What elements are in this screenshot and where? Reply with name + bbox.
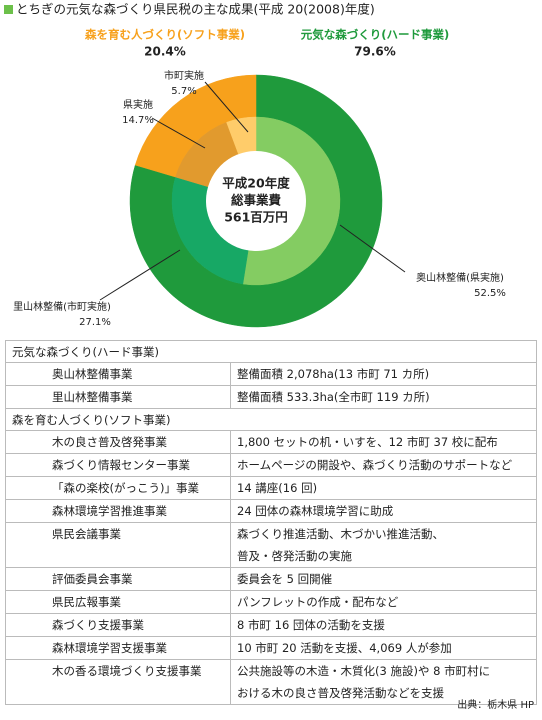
center-label: 総事業費: [231, 193, 282, 208]
item-row: 森林環境学習支援事業 10 市町 20 活動を支援、4,069 人が参加: [5, 636, 537, 660]
item-name: 奥山林整備事業: [5, 362, 231, 386]
desc-line: 公共施設等の木造・木質化(3 施設)や 8 市町村に: [237, 664, 491, 678]
item-row: 「森の楽校(がっこう)」事業 14 講座(16 回): [5, 476, 537, 500]
results-table: 元気な森づくり(ハード事業) 奥山林整備事業 整備面積 2,078ha(13 市町 …: [5, 340, 537, 705]
outer-label: 森を育む人づくり(ソフト事業): [85, 28, 245, 42]
item-name: 木の良さ普及啓発事業: [5, 430, 231, 454]
item-row: 奥山林整備事業 整備面積 2,078ha(13 市町 71 カ所): [5, 362, 537, 386]
item-row: 評価委員会事業 委員会を 5 回開催: [5, 567, 537, 591]
item-name: 県民会議事業: [5, 522, 231, 568]
desc-line: 14 講座(16 回): [237, 481, 318, 495]
item-desc: 10 市町 20 活動を支援、4,069 人が参加: [230, 636, 537, 660]
inner-label: 県実施: [123, 98, 153, 111]
desc-line: 1,800 セットの机・いすを、12 市町 37 校に配布: [237, 435, 498, 449]
desc-line: 委員会を 5 回開催: [237, 572, 333, 586]
center-label: 平成20年度: [222, 176, 290, 191]
item-desc: ホームページの開設や、森づくり活動のサポートなど: [230, 453, 537, 477]
item-desc: 24 団体の森林環境学習に助成: [230, 499, 537, 523]
inner-label: 市町実施: [164, 69, 204, 82]
leader-line: [151, 117, 206, 149]
inner-value-label: 5.7%: [171, 86, 196, 97]
desc-line: おける木の良さ普及啓発活動などを支援: [237, 686, 444, 700]
desc-line: 8 市町 16 団体の活動を支援: [237, 618, 385, 632]
item-desc: 14 講座(16 回): [230, 476, 537, 500]
item-row: 木の良さ普及啓発事業 1,800 セットの机・いすを、12 市町 37 校に配布: [5, 430, 537, 454]
item-row: 森林環境学習推進事業 24 団体の森林環境学習に助成: [5, 499, 537, 523]
item-name: 森づくり支援事業: [5, 613, 231, 637]
section-row: 森を育む人づくり(ソフト事業): [5, 408, 537, 431]
item-name: 森林環境学習支援事業: [5, 636, 231, 660]
desc-line: パンフレットの作成・配布など: [237, 595, 399, 609]
item-name: 森林環境学習推進事業: [5, 499, 231, 523]
section-title: 元気な森づくり(ハード事業): [5, 340, 537, 363]
item-name: 里山林整備事業: [5, 385, 231, 409]
inner-value-label: 52.5%: [474, 288, 506, 299]
inner-label: 奥山林整備(県実施): [416, 271, 504, 284]
desc-line: 整備面積 533.3ha(全市町 119 カ所): [237, 390, 430, 404]
section-title: 森を育む人づくり(ソフト事業): [5, 408, 537, 431]
item-row: 森づくり支援事業 8 市町 16 団体の活動を支援: [5, 613, 537, 637]
item-desc: 整備面積 533.3ha(全市町 119 カ所): [230, 385, 537, 409]
desc-line: ホームページの開設や、森づくり活動のサポートなど: [237, 458, 513, 472]
outer-value-label: 20.4%: [144, 45, 186, 59]
desc-line: 普及・啓発活動の実施: [237, 549, 352, 563]
leader-line: [99, 249, 181, 301]
item-row: 県民広報事業 パンフレットの作成・配布など: [5, 590, 537, 614]
item-row: 木の香る環境づくり支援事業 公共施設等の木造・木質化(3 施設)や 8 市町村にお…: [5, 659, 537, 705]
item-row: 里山林整備事業 整備面積 533.3ha(全市町 119 カ所): [5, 385, 537, 409]
inner-label: 里山林整備(市町実施): [13, 300, 111, 313]
inner-value-label: 14.7%: [122, 115, 154, 126]
item-name: 評価委員会事業: [5, 567, 231, 591]
desc-line: 10 市町 20 活動を支援、4,069 人が参加: [237, 641, 452, 655]
leader-line: [339, 224, 406, 273]
chart-title: とちぎの元気な森づくり県民税の主な成果(平成 20(2008)年度): [16, 2, 375, 17]
section-row: 元気な森づくり(ハード事業): [5, 340, 537, 363]
outer-label: 元気な森づくり(ハード事業): [301, 28, 450, 42]
item-name: 森づくり情報センター事業: [5, 453, 231, 477]
item-name: 県民広報事業: [5, 590, 231, 614]
outer-value-label: 79.6%: [354, 45, 396, 59]
item-desc: 委員会を 5 回開催: [230, 567, 537, 591]
item-desc: 公共施設等の木造・木質化(3 施設)や 8 市町村に おける木の良さ普及啓発活動な…: [230, 659, 537, 705]
hole: [206, 151, 306, 251]
inner-value-label: 27.1%: [79, 317, 111, 328]
item-row: 森づくり情報センター事業 ホームページの開設や、森づくり活動のサポートなど: [5, 453, 537, 477]
item-desc: 整備面積 2,078ha(13 市町 71 カ所): [230, 362, 537, 386]
item-desc: パンフレットの作成・配布など: [230, 590, 537, 614]
item-desc: 1,800 セットの机・いすを、12 市町 37 校に配布: [230, 430, 537, 454]
chart: とちぎの元気な森づくり県民税の主な成果(平成 20(2008)年度) 平成20年…: [4, 2, 506, 328]
desc-line: 森づくり推進活動、木づかい推進活動、: [237, 527, 444, 541]
center-label: 561百万円: [224, 210, 288, 225]
item-row: 県民会議事業 森づくり推進活動、木づかい推進活動、 普及・啓発活動の実施: [5, 522, 537, 568]
item-name: 「森の楽校(がっこう)」事業: [5, 476, 231, 500]
source: 出典：栃木県 HP: [457, 700, 534, 711]
item-desc: 8 市町 16 団体の活動を支援: [230, 613, 537, 637]
desc-line: 整備面積 2,078ha(13 市町 71 カ所): [237, 367, 430, 381]
desc-line: 24 団体の森林環境学習に助成: [237, 504, 394, 518]
item-name: 木の香る環境づくり支援事業: [5, 659, 231, 705]
item-desc: 森づくり推進活動、木づかい推進活動、 普及・啓発活動の実施: [230, 522, 537, 568]
title-icon: [4, 5, 13, 14]
leader-line: [204, 81, 249, 133]
